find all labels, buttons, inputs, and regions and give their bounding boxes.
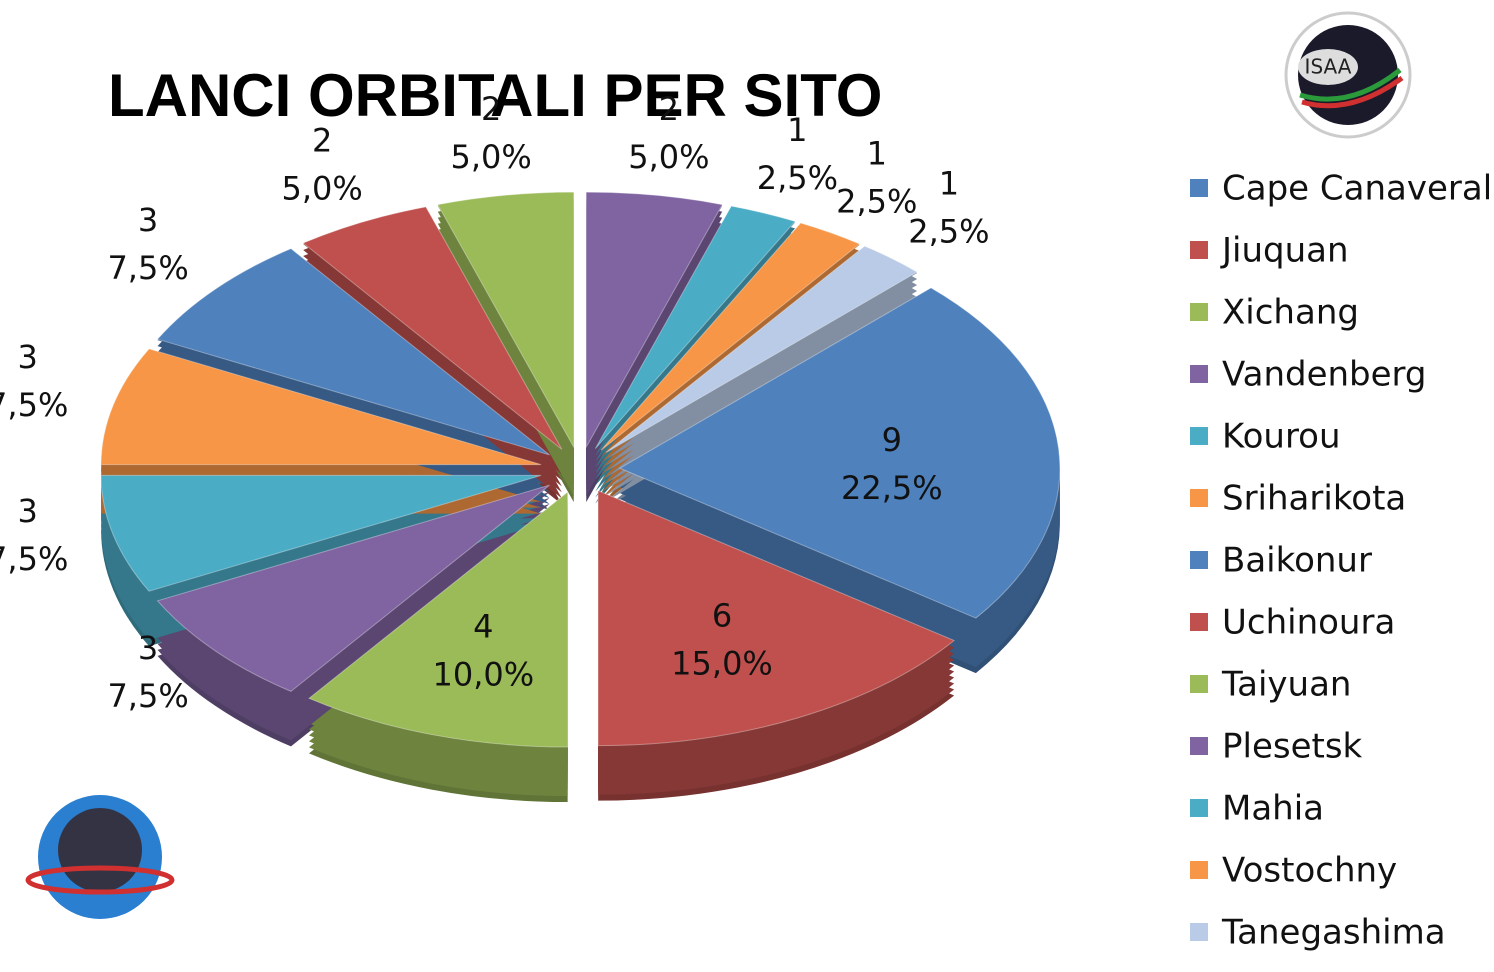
slice bbox=[156, 248, 550, 456]
data-label: 4 bbox=[473, 607, 493, 645]
legend-swatch bbox=[1190, 303, 1208, 321]
logo-text: ISAA bbox=[1305, 55, 1352, 79]
legend-label: Taiyuan bbox=[1221, 665, 1351, 705]
legend-swatch bbox=[1190, 613, 1208, 631]
legend-label: Vandenberg bbox=[1222, 355, 1427, 395]
data-label: 2 bbox=[481, 90, 501, 128]
slice bbox=[594, 205, 796, 449]
legend-label: Xichang bbox=[1222, 293, 1359, 333]
data-label: 2,5% bbox=[836, 182, 917, 220]
slice bbox=[600, 222, 861, 451]
legend-swatch bbox=[1190, 675, 1208, 693]
legend-label: Kourou bbox=[1222, 417, 1341, 457]
logo-top-right: ISAA bbox=[1284, 11, 1412, 139]
data-label: 15,0% bbox=[671, 645, 773, 683]
data-label: 2 bbox=[312, 122, 332, 160]
data-label: 5,0% bbox=[628, 138, 709, 176]
legend-swatch bbox=[1190, 179, 1208, 197]
data-label: 6 bbox=[712, 597, 732, 635]
legend-label: Cape Canaveral bbox=[1222, 169, 1492, 209]
legend-swatch bbox=[1190, 551, 1208, 569]
data-label: 3 bbox=[138, 201, 158, 239]
legend: Cape Canaveral Jiuquan Xichang Vandenberg Ko… bbox=[1190, 169, 1492, 953]
legend-swatch bbox=[1190, 427, 1208, 445]
legend-label: Plesetsk bbox=[1222, 727, 1363, 767]
legend-swatch bbox=[1190, 241, 1208, 259]
legend-swatch bbox=[1190, 799, 1208, 817]
slice bbox=[302, 206, 563, 450]
pie bbox=[100, 191, 1061, 803]
chart-title: LANCI ORBITALI PER SITO bbox=[108, 62, 882, 129]
legend-label: Uchinoura bbox=[1222, 603, 1395, 643]
legend-label: Sriharikota bbox=[1222, 479, 1406, 519]
data-label: 5,0% bbox=[281, 170, 362, 208]
slice bbox=[605, 245, 919, 453]
data-label: 7,5% bbox=[107, 249, 188, 287]
data-label: 3 bbox=[138, 629, 158, 667]
data-label: 7,5% bbox=[107, 677, 188, 715]
data-label: 1 bbox=[939, 165, 959, 203]
legend-label: Vostochny bbox=[1222, 851, 1397, 891]
data-label: 7,5% bbox=[0, 386, 68, 424]
legend-label: Baikonur bbox=[1222, 541, 1372, 581]
logo-swoosh bbox=[1299, 68, 1402, 102]
data-label: 1 bbox=[787, 111, 807, 149]
legend-swatch bbox=[1190, 923, 1208, 941]
data-label: 2,5% bbox=[757, 159, 838, 197]
slice bbox=[308, 491, 569, 748]
logo-swoosh bbox=[1301, 75, 1404, 109]
data-label: 10,0% bbox=[433, 655, 535, 693]
legend-swatch bbox=[1190, 365, 1208, 383]
legend-label: Tanegashima bbox=[1221, 913, 1446, 953]
slice bbox=[156, 484, 550, 692]
slice bbox=[100, 474, 542, 592]
logo-orbit bbox=[25, 865, 175, 895]
slice bbox=[436, 191, 575, 450]
legend-swatch bbox=[1190, 861, 1208, 879]
data-label: 2 bbox=[659, 90, 679, 128]
data-label: 1 bbox=[867, 134, 887, 172]
data-label: 22,5% bbox=[841, 469, 943, 507]
legend-label: Mahia bbox=[1222, 789, 1324, 829]
data-label: 7,5% bbox=[0, 540, 68, 578]
logo-bottom-left bbox=[25, 795, 175, 919]
legend-swatch bbox=[1190, 489, 1208, 507]
slice bbox=[618, 287, 1061, 619]
slice bbox=[597, 489, 956, 747]
slice bbox=[585, 191, 724, 450]
logo-inner bbox=[58, 808, 142, 892]
logo-badge bbox=[1298, 49, 1358, 85]
data-label: 3 bbox=[18, 338, 38, 376]
data-label: 3 bbox=[18, 492, 38, 530]
slice bbox=[100, 348, 542, 466]
data-label: 5,0% bbox=[450, 138, 531, 176]
data-label: 9 bbox=[882, 421, 902, 459]
data-label: 2,5% bbox=[908, 213, 989, 251]
legend-label: Jiuquan bbox=[1220, 231, 1349, 271]
legend-swatch bbox=[1190, 737, 1208, 755]
